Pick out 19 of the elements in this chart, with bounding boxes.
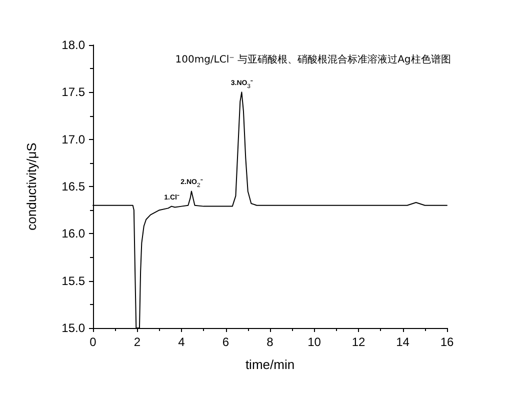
x-tick-label: 6	[222, 335, 230, 349]
x-tick-label: 12	[352, 335, 366, 349]
y-tick-label: 18.0	[62, 38, 86, 52]
y-tick-label: 17.0	[62, 132, 86, 146]
y-tick-label: 17.5	[62, 85, 86, 100]
y-tick-label: 16.5	[62, 180, 86, 194]
y-axis-title: conductivity/μS	[24, 142, 39, 230]
text: 100mg/LCl⁻ 与亚硝酸根、硝酸根混合标准溶液过Ag柱色谱图	[175, 54, 451, 66]
x-tick-label: 14	[396, 335, 410, 349]
x-tick-label: 16	[440, 335, 454, 349]
y-tick-label: 15.0	[62, 321, 86, 335]
y-tick-label: 15.5	[62, 274, 86, 288]
y-tick-label: 16.0	[62, 226, 86, 241]
x-tick-label: 4	[178, 335, 186, 349]
x-tick-label: 2	[134, 335, 141, 349]
x-tick-label: 0	[90, 335, 97, 349]
x-tick-label: 8	[266, 335, 274, 349]
x-axis-title: time/min	[245, 357, 295, 372]
x-tick-label: 10	[308, 335, 322, 349]
